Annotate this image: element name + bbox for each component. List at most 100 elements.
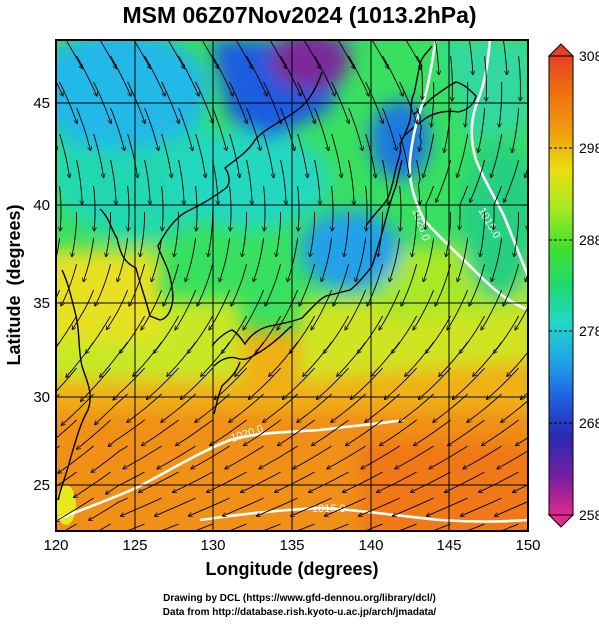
streamline xyxy=(219,237,231,282)
colorbar: 308 298 288 278 268 258 xyxy=(547,43,599,528)
streamline xyxy=(167,341,196,376)
streamline xyxy=(144,55,165,96)
streamline xyxy=(463,445,502,469)
streamline xyxy=(133,341,162,376)
streamline xyxy=(482,419,519,446)
streamline xyxy=(229,393,264,422)
streamline xyxy=(263,133,274,178)
streamline xyxy=(210,419,247,446)
streamline xyxy=(380,419,417,446)
streamline xyxy=(412,211,418,257)
colorbar-label: 308 xyxy=(579,48,599,64)
streamline xyxy=(185,237,197,282)
streamline xyxy=(61,263,78,306)
streamline xyxy=(140,211,146,257)
streamline xyxy=(473,341,502,376)
streamline xyxy=(61,393,94,425)
streamline xyxy=(9,420,43,449)
streamline xyxy=(416,159,421,204)
streamline xyxy=(423,133,435,178)
streamline xyxy=(139,471,179,492)
streamline xyxy=(416,55,423,100)
streamline xyxy=(499,523,519,531)
streamline xyxy=(348,107,363,151)
streamline xyxy=(405,341,434,376)
streamline xyxy=(76,159,83,205)
streamline xyxy=(141,289,163,330)
streamline xyxy=(367,263,384,306)
streamline xyxy=(293,445,332,469)
streamline xyxy=(175,289,197,330)
streamline xyxy=(201,341,230,376)
streamline xyxy=(161,133,172,178)
streamline xyxy=(38,212,43,257)
streamline xyxy=(382,55,403,96)
streamline xyxy=(244,419,281,446)
streamline xyxy=(261,523,281,531)
temperature-field xyxy=(56,40,528,531)
streamline xyxy=(246,107,261,151)
streamline xyxy=(502,40,507,75)
streamline xyxy=(418,367,451,399)
streamline xyxy=(433,393,468,422)
streamline xyxy=(176,419,213,446)
streamline xyxy=(120,497,162,516)
streamline xyxy=(76,107,91,151)
streamline xyxy=(208,211,214,257)
streamline xyxy=(363,523,383,531)
streamline xyxy=(355,237,367,282)
streamline xyxy=(95,393,128,425)
colorbar-label: 268 xyxy=(579,415,599,431)
colorbar-label: 278 xyxy=(579,323,599,339)
streamline xyxy=(512,107,520,153)
streamline xyxy=(56,80,63,96)
streamline xyxy=(299,263,316,306)
streamline xyxy=(97,523,111,531)
streamline xyxy=(56,419,77,439)
streamline xyxy=(58,445,94,473)
streamline xyxy=(516,436,528,446)
colorbar-label: 258 xyxy=(579,507,599,523)
streamline xyxy=(465,523,485,531)
streamline xyxy=(76,55,97,96)
streamline xyxy=(344,211,350,257)
streamline xyxy=(314,55,335,96)
streamline xyxy=(195,133,206,178)
isobar-label: 1015.0 xyxy=(312,503,346,515)
x-tick-label: 150 xyxy=(515,537,540,554)
streamline xyxy=(100,341,128,377)
streamline xyxy=(303,341,332,376)
streamline xyxy=(290,497,332,516)
streamline xyxy=(507,351,528,376)
streamline xyxy=(193,523,213,531)
x-tick-label: 120 xyxy=(43,537,68,554)
streamline xyxy=(348,55,369,96)
streamline xyxy=(117,237,129,282)
streamline xyxy=(295,523,315,531)
streamline xyxy=(173,471,213,492)
streamline xyxy=(465,81,469,127)
streamline xyxy=(358,497,400,516)
streamline xyxy=(321,237,333,282)
streamline xyxy=(331,133,342,178)
streamline xyxy=(413,289,435,330)
streamline xyxy=(269,341,298,376)
streamline xyxy=(379,289,401,330)
streamline xyxy=(127,393,162,422)
streamline xyxy=(331,393,366,422)
credit-drawing: Drawing by DCL (https://www.gfd-dennou.o… xyxy=(163,593,436,604)
streamline xyxy=(377,471,417,492)
streamline xyxy=(514,211,520,257)
streamline xyxy=(416,107,422,152)
streamline xyxy=(451,55,453,101)
streamline xyxy=(77,419,111,449)
streamline xyxy=(178,159,185,205)
streamline xyxy=(431,81,435,127)
streamline xyxy=(287,237,299,282)
streamline xyxy=(504,159,520,202)
streamline xyxy=(392,497,434,516)
streamline xyxy=(133,40,151,69)
streamline xyxy=(280,107,295,151)
y-axis-title: Latitude (degrees) xyxy=(4,204,24,365)
